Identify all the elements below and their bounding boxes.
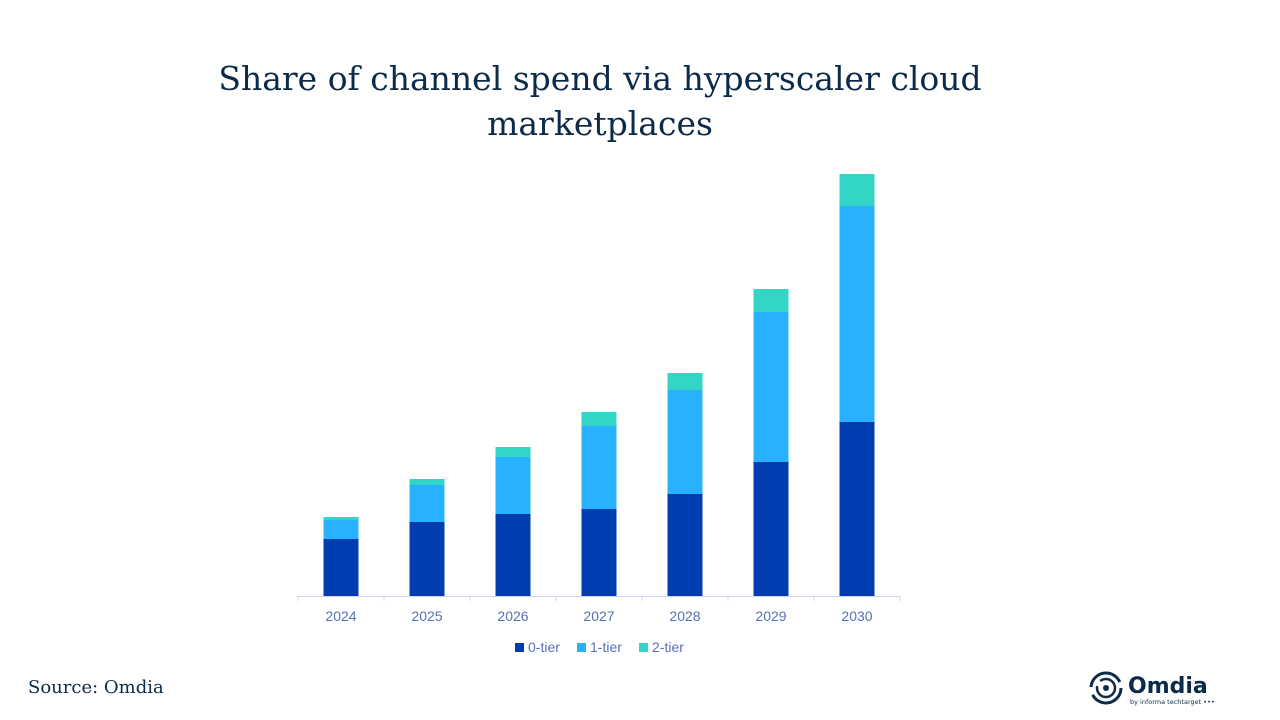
- bar-0-tier-2030: [839, 422, 875, 596]
- bar-1-tier-2026: [495, 457, 531, 514]
- x-tick-label: 2029: [755, 608, 786, 624]
- legend-swatch-0-tier: [515, 643, 524, 652]
- bar-0-tier-2029: [753, 462, 789, 596]
- x-tick-label: 2027: [583, 608, 614, 624]
- omdia-logo: Omdia by informa techtarget •••: [1089, 671, 1215, 706]
- bar-2-tier-2025: [409, 479, 445, 485]
- x-tick-label: 2024: [325, 608, 356, 624]
- bar-2-tier-2026: [495, 447, 531, 457]
- bar-2-tier-2024: [323, 517, 359, 520]
- legend-swatch-2-tier: [639, 643, 648, 652]
- bar-2-tier-2029: [753, 289, 789, 312]
- x-tick-label: 2025: [411, 608, 442, 624]
- legend-label-0-tier: 0-tier: [528, 639, 560, 655]
- x-tick-label: 2026: [497, 608, 528, 624]
- bar-1-tier-2024: [323, 520, 359, 539]
- svg-text:by informa techtarget •••: by informa techtarget •••: [1130, 698, 1215, 706]
- x-tick-label: 2030: [841, 608, 872, 624]
- bar-1-tier-2025: [409, 485, 445, 522]
- bar-1-tier-2030: [839, 206, 875, 422]
- bar-1-tier-2027: [581, 426, 617, 509]
- legend-swatch-1-tier: [577, 643, 586, 652]
- svg-text:Omdia: Omdia: [1128, 674, 1208, 699]
- bar-2-tier-2028: [667, 373, 703, 390]
- bar-0-tier-2027: [581, 509, 617, 596]
- bar-0-tier-2028: [667, 494, 703, 596]
- bar-0-tier-2026: [495, 514, 531, 596]
- legend-label-2-tier: 2-tier: [652, 639, 684, 655]
- x-tick-label: 2028: [669, 608, 700, 624]
- source-note: Source: Omdia: [28, 677, 164, 698]
- bar-0-tier-2025: [409, 522, 445, 596]
- bar-2-tier-2030: [839, 174, 875, 206]
- bar-2-tier-2027: [581, 412, 617, 426]
- bar-1-tier-2028: [667, 390, 703, 494]
- bar-0-tier-2024: [323, 539, 359, 596]
- bar-1-tier-2029: [753, 312, 789, 462]
- legend-label-1-tier: 1-tier: [590, 639, 622, 655]
- chart-title: Share of channel spend via hyperscaler c…: [218, 59, 982, 143]
